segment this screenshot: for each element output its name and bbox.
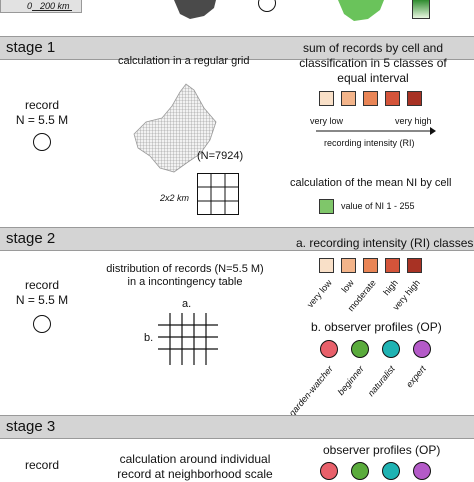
stage1-mean-label: calculation of the mean NI by cell — [290, 177, 452, 189]
stage3-calc-line2: record at neighborhood scale — [117, 467, 273, 481]
stage1-ni-value: value of NI 1 - 255 — [341, 201, 415, 211]
stage2-ri-classes-label: a. recording intensity (RI) classes — [296, 236, 474, 250]
top-record-circle — [258, 0, 276, 12]
stage2-op-label: b. observer profiles (OP) — [311, 320, 442, 334]
stage3-op-circle — [413, 462, 431, 480]
scale-label: 200 km — [40, 1, 70, 11]
stage1-title: stage 1 — [6, 39, 56, 56]
stage2-dist-line2: in a incontingency table — [127, 276, 243, 288]
top-green-map — [338, 0, 384, 21]
stage1-ri-label: recording intensity (RI) — [324, 138, 415, 148]
scale-zero: 0 — [27, 1, 33, 11]
stage2-record-circle — [33, 315, 51, 333]
stage3-op-circle — [351, 462, 369, 480]
stage2-op-circle — [413, 340, 431, 358]
stage1-class-swatch — [319, 91, 334, 106]
stage1-record-label: record N = 5.5 M — [12, 98, 72, 128]
stage1-n-label: (N=7924) — [197, 150, 244, 162]
stage1-grid-size: 2x2 km — [160, 193, 190, 203]
stage1-calc-label: calculation in a regular grid — [118, 55, 250, 67]
stage2-op-circle — [382, 340, 400, 358]
stage2-record-label: record N = 5.5 M — [12, 278, 72, 308]
stage3-calc-line1: calculation around individual — [119, 452, 271, 466]
stage3-calc-label: calculation around individual record at … — [105, 452, 285, 482]
stage3-title: stage 3 — [6, 418, 56, 435]
stage1-sum-line3: equal interval — [337, 71, 409, 85]
stage2-class-swatch — [385, 258, 400, 273]
stage1-sum-label: sum of records by cell and classificatio… — [288, 41, 458, 86]
stage2-dist-line1: distribution of records (N=5.5 M) — [106, 263, 264, 275]
stage1-ni-swatch — [319, 199, 334, 214]
stage2-record-text: record — [24, 278, 59, 292]
stage2-dist-label: distribution of records (N=5.5 M) in a i… — [95, 263, 275, 289]
stage3-record-label: record — [24, 458, 59, 472]
top-map-thumbnail — [0, 0, 82, 13]
stage1-bar: stage 1 — [0, 36, 474, 60]
stage1-sum-line2: classification in 5 classes of — [299, 56, 447, 70]
stage1-record-text: record — [24, 98, 59, 112]
stage1-grid-icon — [197, 173, 239, 215]
stage1-class-swatch — [385, 91, 400, 106]
stage2-contingency-grid — [158, 313, 218, 365]
stage2-bar: stage 2 — [0, 227, 474, 251]
stage2-class-swatch — [363, 258, 378, 273]
stage2-class-swatch — [319, 258, 334, 273]
stage2-op-circle — [320, 340, 338, 358]
stage2-axis-b: b. — [144, 332, 154, 344]
stage2-class-swatch — [407, 258, 422, 273]
stage2-op-circle — [351, 340, 369, 358]
stage1-ri-arrow — [316, 127, 436, 135]
stage2-record-n: N = 5.5 M — [15, 293, 69, 307]
stage1-very-high: very high — [395, 116, 432, 126]
stage1-record-circle — [33, 133, 51, 151]
stage1-very-low: very low — [310, 116, 344, 126]
stage3-op-circle — [382, 462, 400, 480]
stage1-class-swatch — [341, 91, 356, 106]
stage2-title: stage 2 — [6, 230, 56, 247]
stage1-sum-line1: sum of records by cell and — [302, 41, 444, 55]
stage1-record-n: N = 5.5 M — [15, 113, 69, 127]
stage1-grid-map — [133, 83, 217, 173]
stage1-class-swatch — [407, 91, 422, 106]
stage3-bar: stage 3 — [0, 415, 474, 439]
stage2-axis-a: a. — [182, 298, 192, 310]
stage1-class-swatch — [363, 91, 378, 106]
scale-bar — [32, 10, 72, 11]
stage3-op-circle — [320, 462, 338, 480]
stage3-op-label: observer profiles (OP) — [323, 443, 441, 457]
stage2-class-swatch — [341, 258, 356, 273]
top-dark-map — [174, 0, 216, 19]
top-green-gradient — [412, 0, 430, 19]
